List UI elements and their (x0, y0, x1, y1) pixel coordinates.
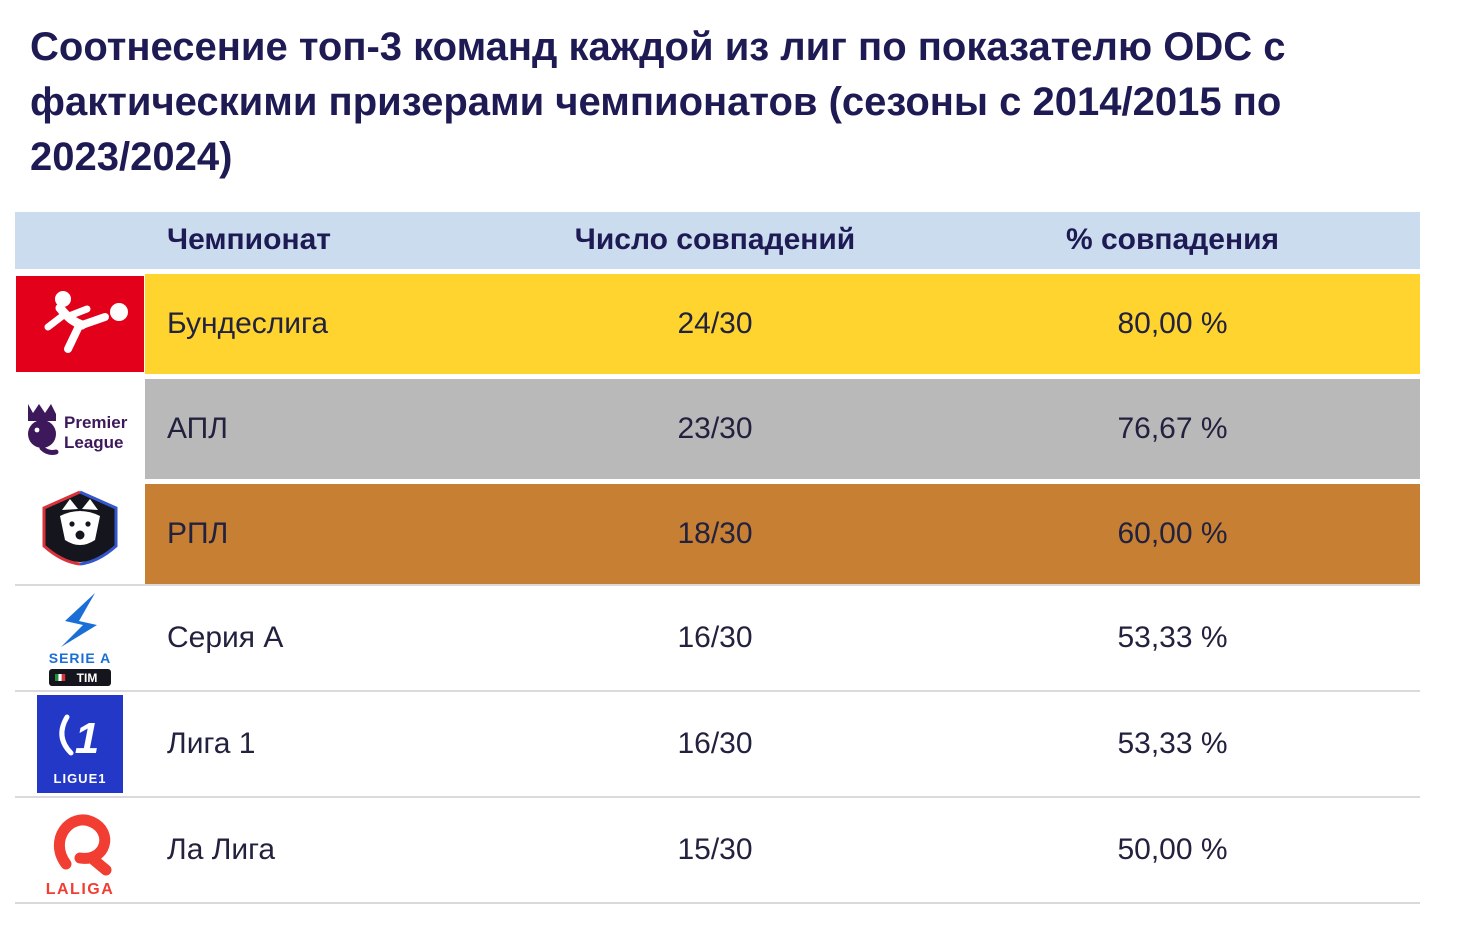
matches-cell: 16/30 (677, 620, 753, 654)
premier-league-icon: Premier League (28, 403, 128, 455)
table-row: 1 LIGUE1 Лига 1 16/30 53,33 % (15, 689, 1420, 796)
matches-cell: 18/30 (677, 516, 753, 550)
row-band: Серия А 16/30 53,33 % (145, 585, 1420, 690)
percent-cell: 53,33 % (1117, 726, 1228, 760)
league-cell: РПЛ (167, 516, 229, 550)
league-cell: Серия А (167, 620, 284, 654)
laliga-logo: LALIGA (15, 797, 145, 902)
header-matches: Число совпадений (574, 223, 856, 257)
premier-wordmark-line2: League (64, 433, 124, 452)
comparison-table: Чемпионат Число совпадений % совпадения … (15, 211, 1420, 904)
percent-cell: 50,00 % (1117, 832, 1228, 866)
rpl-bear-icon (42, 490, 118, 566)
percent-cell: 53,33 % (1117, 620, 1228, 654)
ligue-1-icon: 1 LIGUE1 (37, 694, 123, 793)
row-band: Бундеслига 24/30 80,00 % (145, 273, 1420, 374)
laliga-wordmark: LALIGA (46, 881, 115, 898)
table-header-row: Чемпионат Число совпадений % совпадения (15, 211, 1420, 269)
ligue-1-logo: 1 LIGUE1 (15, 691, 145, 796)
row-band: Лига 1 16/30 53,33 % (145, 691, 1420, 796)
premier-league-logo: Premier League (15, 378, 145, 479)
bundesliga-icon (16, 275, 144, 372)
laliga-icon: LALIGA (46, 814, 115, 898)
table-row: РПЛ 18/30 60,00 % (15, 483, 1420, 584)
row-band: Ла Лига 15/30 50,00 % (145, 797, 1420, 902)
tim-wordmark: TIM (77, 671, 98, 685)
matches-cell: 23/30 (677, 411, 753, 445)
ligue-1-wordmark: LIGUE1 (54, 771, 107, 786)
percent-cell: 80,00 % (1117, 306, 1228, 340)
table-row: SERIE A TIM Серия А 16/30 53,33 % (15, 583, 1420, 690)
matches-cell: 15/30 (677, 832, 753, 866)
page-title: Соотнесение топ-3 команд каждой из лиг п… (30, 25, 1286, 180)
league-cell: Ла Лига (167, 832, 276, 866)
serie-a-logo: SERIE A TIM (15, 585, 145, 690)
header-league: Чемпионат (167, 223, 331, 257)
matches-cell: 16/30 (677, 726, 753, 760)
serie-a-wordmark: SERIE A (49, 650, 112, 666)
percent-cell: 60,00 % (1117, 516, 1228, 550)
serie-a-icon: SERIE A TIM (49, 592, 112, 686)
row-band: РПЛ 18/30 60,00 % (145, 483, 1420, 584)
ligue-1-numeral: 1 (75, 714, 99, 763)
matches-cell: 24/30 (677, 306, 753, 340)
row-band: АПЛ 23/30 76,67 % (145, 378, 1420, 479)
header-percent: % совпадения (1065, 223, 1280, 257)
premier-wordmark-line1: Premier (64, 413, 128, 432)
bundesliga-logo (15, 273, 145, 374)
league-cell: АПЛ (167, 411, 228, 445)
percent-cell: 76,67 % (1117, 411, 1228, 445)
table-row: Бундеслига 24/30 80,00 % (15, 273, 1420, 374)
table-row: Premier League АПЛ 23/30 76,67 % (15, 378, 1420, 479)
league-cell: Бундеслига (167, 306, 329, 340)
table-row: LALIGA Ла Лига 15/30 50,00 % (15, 795, 1420, 902)
league-cell: Лига 1 (167, 726, 256, 760)
rpl-logo (15, 483, 145, 584)
